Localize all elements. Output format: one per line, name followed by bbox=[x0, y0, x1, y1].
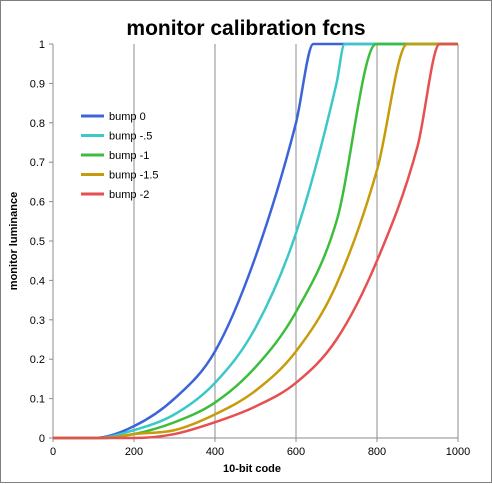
x-tick-label: 400 bbox=[206, 446, 224, 458]
legend: bump 0 bump -.5 bump -1 bump -1.5 bump -2 bbox=[81, 111, 159, 201]
y-tick-label: 0 bbox=[39, 433, 45, 445]
x-tick-label: 1000 bbox=[446, 446, 470, 458]
series-line-bump-1 bbox=[53, 42, 458, 440]
y-tick-label: 1 bbox=[39, 39, 45, 51]
y-axis-title: monitor luminance bbox=[8, 192, 20, 290]
legend-label-bump-1-5: bump -1.5 bbox=[109, 170, 159, 182]
y-tick-label: 0.9 bbox=[30, 78, 45, 90]
legend-label-bump-0: bump 0 bbox=[109, 111, 146, 123]
x-tick-label: 200 bbox=[125, 446, 143, 458]
y-tick-label: 0.2 bbox=[30, 354, 45, 366]
series-line-bump-0 bbox=[53, 42, 458, 440]
y-tick-label: 0.5 bbox=[30, 236, 45, 248]
series-line-bump-1-5 bbox=[53, 42, 458, 440]
x-tick-label: 0 bbox=[50, 446, 56, 458]
series-line-bump-2 bbox=[53, 42, 458, 440]
y-tick-label: 0.3 bbox=[30, 315, 45, 327]
x-tick-label: 600 bbox=[287, 446, 305, 458]
y-tick-label: 0.1 bbox=[30, 394, 45, 406]
series-lines bbox=[53, 42, 458, 440]
y-tick-label: 0.7 bbox=[30, 157, 45, 169]
legend-label-bump-5: bump -.5 bbox=[109, 131, 152, 143]
x-axis-title: 10-bit code bbox=[223, 463, 281, 475]
x-tick-label: 800 bbox=[368, 446, 386, 458]
chart-title: monitor calibration fcns bbox=[126, 17, 365, 40]
y-tick-label: 0.6 bbox=[30, 197, 45, 209]
y-tick-label: 0.4 bbox=[30, 275, 45, 287]
y-tick-label: 0.8 bbox=[30, 118, 45, 130]
legend-label-bump-1: bump -1 bbox=[109, 150, 149, 162]
axes: 0 200 400 600 800 1000 0 0.1 0.2 0.3 0.4 0.5 0.6 0.7 0… bbox=[30, 39, 471, 458]
gridlines bbox=[133, 44, 459, 438]
legend-label-bump-2: bump -2 bbox=[109, 189, 149, 201]
series-line-bump-5 bbox=[53, 42, 458, 440]
